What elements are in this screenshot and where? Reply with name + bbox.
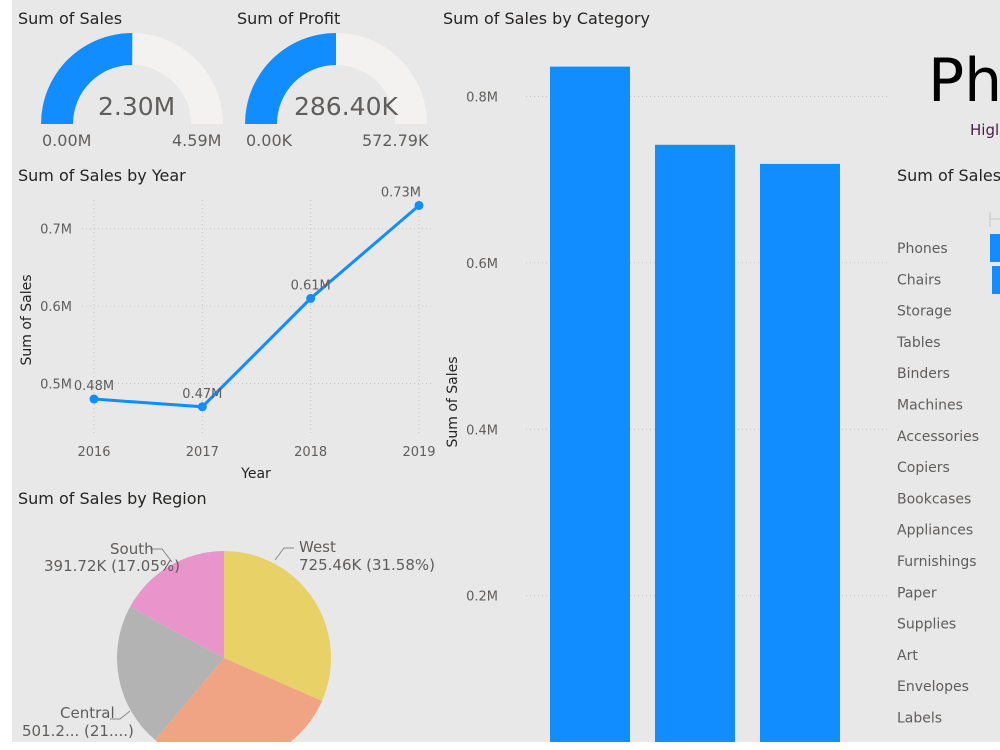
category-label: Machines [897,398,963,414]
subcategory-chart-title: Sum of Sales [897,166,1000,185]
y-tick-label: 0.5M [40,378,72,393]
gauge-fill [245,32,337,124]
data-label: 0.48M [74,379,114,394]
sales-by-subcategory-card[interactable]: Sum of Sales Phones Chairs Storage Tables Bi… [892,162,1000,742]
partial-bar [990,234,1000,262]
y-tick-label: 0.4M [466,423,498,438]
x-tick-label: 2017 [186,445,219,460]
category-label: Accessories [897,429,979,445]
data-label: 0.47M [182,387,222,402]
pie-label-central-name: Central [60,704,115,722]
sales-gauge-max: 4.59M [172,131,222,150]
profit-gauge-min: 0.00K [246,131,293,150]
pie-slice-east [155,658,322,742]
gauge-fill [41,33,133,124]
category-label: Supplies [897,617,956,633]
line-point [306,293,316,303]
y-axis-title: Sum of Sales [445,356,461,447]
kpi-subtitle-partial: Higl [970,121,1000,139]
sales-line [93,204,420,409]
category-label: Storage [897,304,952,320]
pie-slice-west [224,551,331,701]
sales-gauge-value: 2.30M [98,92,176,121]
pie-slice-central [116,606,224,740]
category-label: Envelopes [897,679,969,695]
kpi-title-partial: Ph [928,46,1000,116]
y-tick-label: 0.6M [466,257,498,272]
line-chart-title: Sum of Sales by Year [18,166,186,185]
pie-chart-title: Sum of Sales by Region [18,489,207,508]
category-label: Furnishings [897,554,977,570]
category-bar [655,144,735,742]
sales-by-category-card[interactable]: Sum of Sales by Category 0.2M 0.4M 0.6M 0.8… [438,0,890,742]
pie-label-south-name: South [110,540,154,558]
y-tick-label: 0.7M [40,223,72,238]
category-label: Binders [897,366,950,382]
leader-line-south [150,548,173,563]
bar-chart-title: Sum of Sales by Category [443,9,650,28]
sales-gauge-min: 0.00M [42,131,92,150]
category-label: Chairs [897,272,941,288]
profit-gauge-card[interactable]: Sum of Profit 286.40K 0.00K 572.79K [232,0,436,160]
x-tick-label: 2019 [402,445,435,460]
sales-gauge-card[interactable]: Sum of Sales 2.30M 0.00M 4.59M [14,0,230,160]
leader-line-central [110,710,131,720]
sales-by-year-card[interactable]: Sum of Sales by Year 0.5M 0.6M 0.7M 2016 201… [14,162,436,484]
pie-slice-south [130,551,224,658]
pie-label-south-value: 391.72K (17.05%) [44,557,180,575]
leader-line-west [274,547,294,561]
category-label: Labels [897,711,942,727]
data-label: 0.61M [291,278,331,293]
pie-chart-svg [110,547,331,742]
line-point [197,402,207,412]
profit-gauge-value: 286.40K [294,92,398,121]
sales-by-region-card[interactable]: Sum of Sales by Region South 391.72K (17… [14,486,436,742]
x-tick-label: 2018 [294,445,327,460]
category-bar [760,163,840,742]
line-chart-svg: 0.5M 0.6M 0.7M 2016 2017 2018 2019 0.48M 0.47M 0.… [19,185,436,482]
x-tick-label: 2016 [77,445,110,460]
partial-bar [992,266,1000,294]
pie-label-west-name: West [299,538,336,556]
y-tick-label: 0.8M [466,91,498,106]
category-label: Bookcases [897,491,971,507]
profit-gauge-title: Sum of Profit [237,9,341,28]
data-label: 0.73M [381,185,421,200]
category-label: Appliances [897,523,973,539]
y-tick-label: 0.6M [40,300,72,315]
sales-gauge-svg [41,33,223,124]
pie-label-west-value: 725.46K (31.58%) [299,556,435,574]
subcategory-chart-svg: Phones Chairs Storage Tables Binders Machines… [896,212,1000,727]
bar-chart-svg: 0.2M 0.4M 0.6M 0.8M Sum of Sales [445,66,888,742]
category-label: Copiers [897,460,950,476]
category-label: Phones [897,241,948,257]
line-point [414,200,424,210]
category-label: Art [897,648,918,664]
profit-gauge-max: 572.79K [362,131,429,150]
line-point [89,394,99,404]
y-tick-label: 0.2M [466,590,498,605]
category-label: Tables [896,335,941,351]
sales-gauge-title: Sum of Sales [18,9,123,28]
pie-label-central-value: 501.2... (21....) [22,722,134,740]
profit-gauge-svg [245,32,427,124]
x-axis-title: Year [240,466,271,482]
y-axis-title: Sum of Sales [19,274,35,365]
category-bar [550,66,630,742]
category-label: Paper [897,585,937,601]
